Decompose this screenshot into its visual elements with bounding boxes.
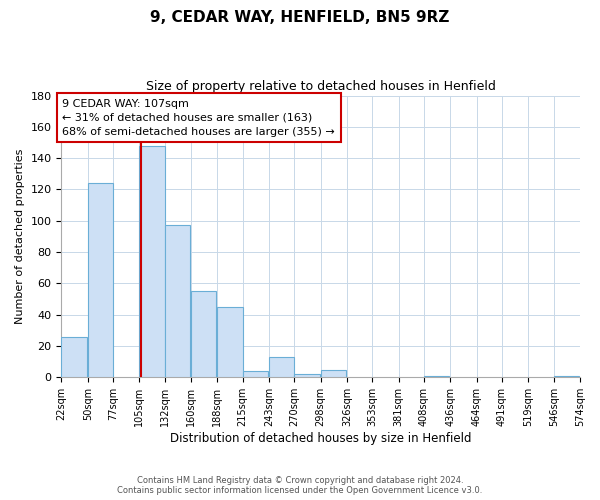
Bar <box>139 146 165 378</box>
Title: Size of property relative to detached houses in Henfield: Size of property relative to detached ho… <box>146 80 496 93</box>
Bar <box>243 371 268 378</box>
Text: Contains HM Land Registry data © Crown copyright and database right 2024.
Contai: Contains HM Land Registry data © Crown c… <box>118 476 482 495</box>
Bar <box>191 291 217 378</box>
Bar <box>295 374 320 378</box>
Bar <box>165 226 190 378</box>
Bar <box>269 357 295 378</box>
Bar <box>61 336 87 378</box>
Y-axis label: Number of detached properties: Number of detached properties <box>15 149 25 324</box>
Bar <box>321 370 346 378</box>
Text: 9, CEDAR WAY, HENFIELD, BN5 9RZ: 9, CEDAR WAY, HENFIELD, BN5 9RZ <box>151 10 449 25</box>
Bar <box>217 307 243 378</box>
X-axis label: Distribution of detached houses by size in Henfield: Distribution of detached houses by size … <box>170 432 472 445</box>
Bar <box>88 183 113 378</box>
Bar <box>554 376 579 378</box>
Text: 9 CEDAR WAY: 107sqm
← 31% of detached houses are smaller (163)
68% of semi-detac: 9 CEDAR WAY: 107sqm ← 31% of detached ho… <box>62 98 335 136</box>
Bar <box>424 376 449 378</box>
